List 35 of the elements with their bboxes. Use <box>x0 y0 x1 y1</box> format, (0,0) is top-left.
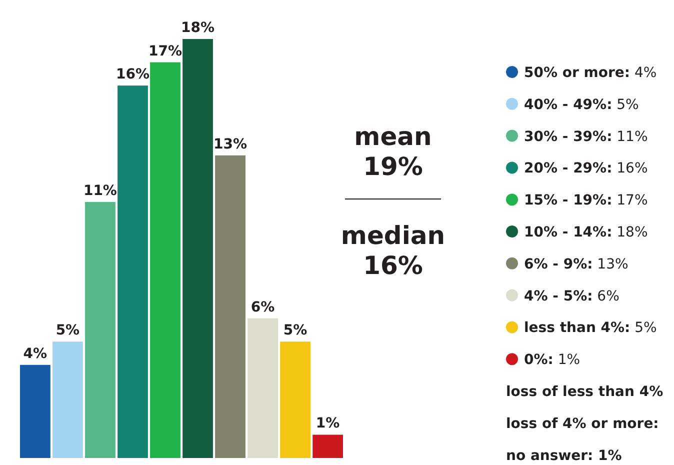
text: 18% <box>616 224 648 240</box>
text: 17% <box>616 192 648 209</box>
legend-label: 4% - 5%: <box>524 288 593 304</box>
legend-label: 50% or more: <box>524 65 630 81</box>
data-label: 13% <box>214 136 248 152</box>
text: 4% <box>634 65 657 81</box>
legend-label: 15% - 19%: <box>524 192 612 209</box>
text: mean 19% <box>354 122 432 181</box>
data-label: 16% <box>116 66 150 83</box>
data-label: 6% <box>250 299 275 316</box>
legend-label: 40% - 49%: <box>524 96 612 113</box>
legend-label: 6% - 9%: <box>524 256 593 272</box>
legend-label: 0%: <box>524 352 554 368</box>
legend-label: 30% - 39%: <box>524 128 612 145</box>
legend-label: 20% - 29%: <box>524 160 612 177</box>
text: 5% <box>634 320 657 336</box>
data-label: 5% <box>283 322 308 339</box>
text: 11% <box>616 128 648 145</box>
text: 5% <box>616 96 639 113</box>
annotation: median 16% <box>340 221 446 280</box>
data-label: 5% <box>56 322 80 339</box>
data-label: 11% <box>83 182 117 199</box>
text: 13% <box>597 256 628 272</box>
data-label: 17% <box>148 43 182 60</box>
text: loss of 4% or more: <box>506 416 659 432</box>
text: 6% <box>597 288 620 304</box>
text: 16% <box>616 160 648 177</box>
text: no answer: 1% <box>506 448 622 464</box>
text: 1% <box>558 352 580 368</box>
legend-label: less than 4%: <box>524 320 630 336</box>
data-label: 4% <box>23 346 48 362</box>
text: loss of less than 4% <box>506 384 664 400</box>
legend-label: 10% - 14%: <box>524 224 612 240</box>
data-label: 1% <box>316 416 340 432</box>
data-label: 18% <box>181 20 215 36</box>
